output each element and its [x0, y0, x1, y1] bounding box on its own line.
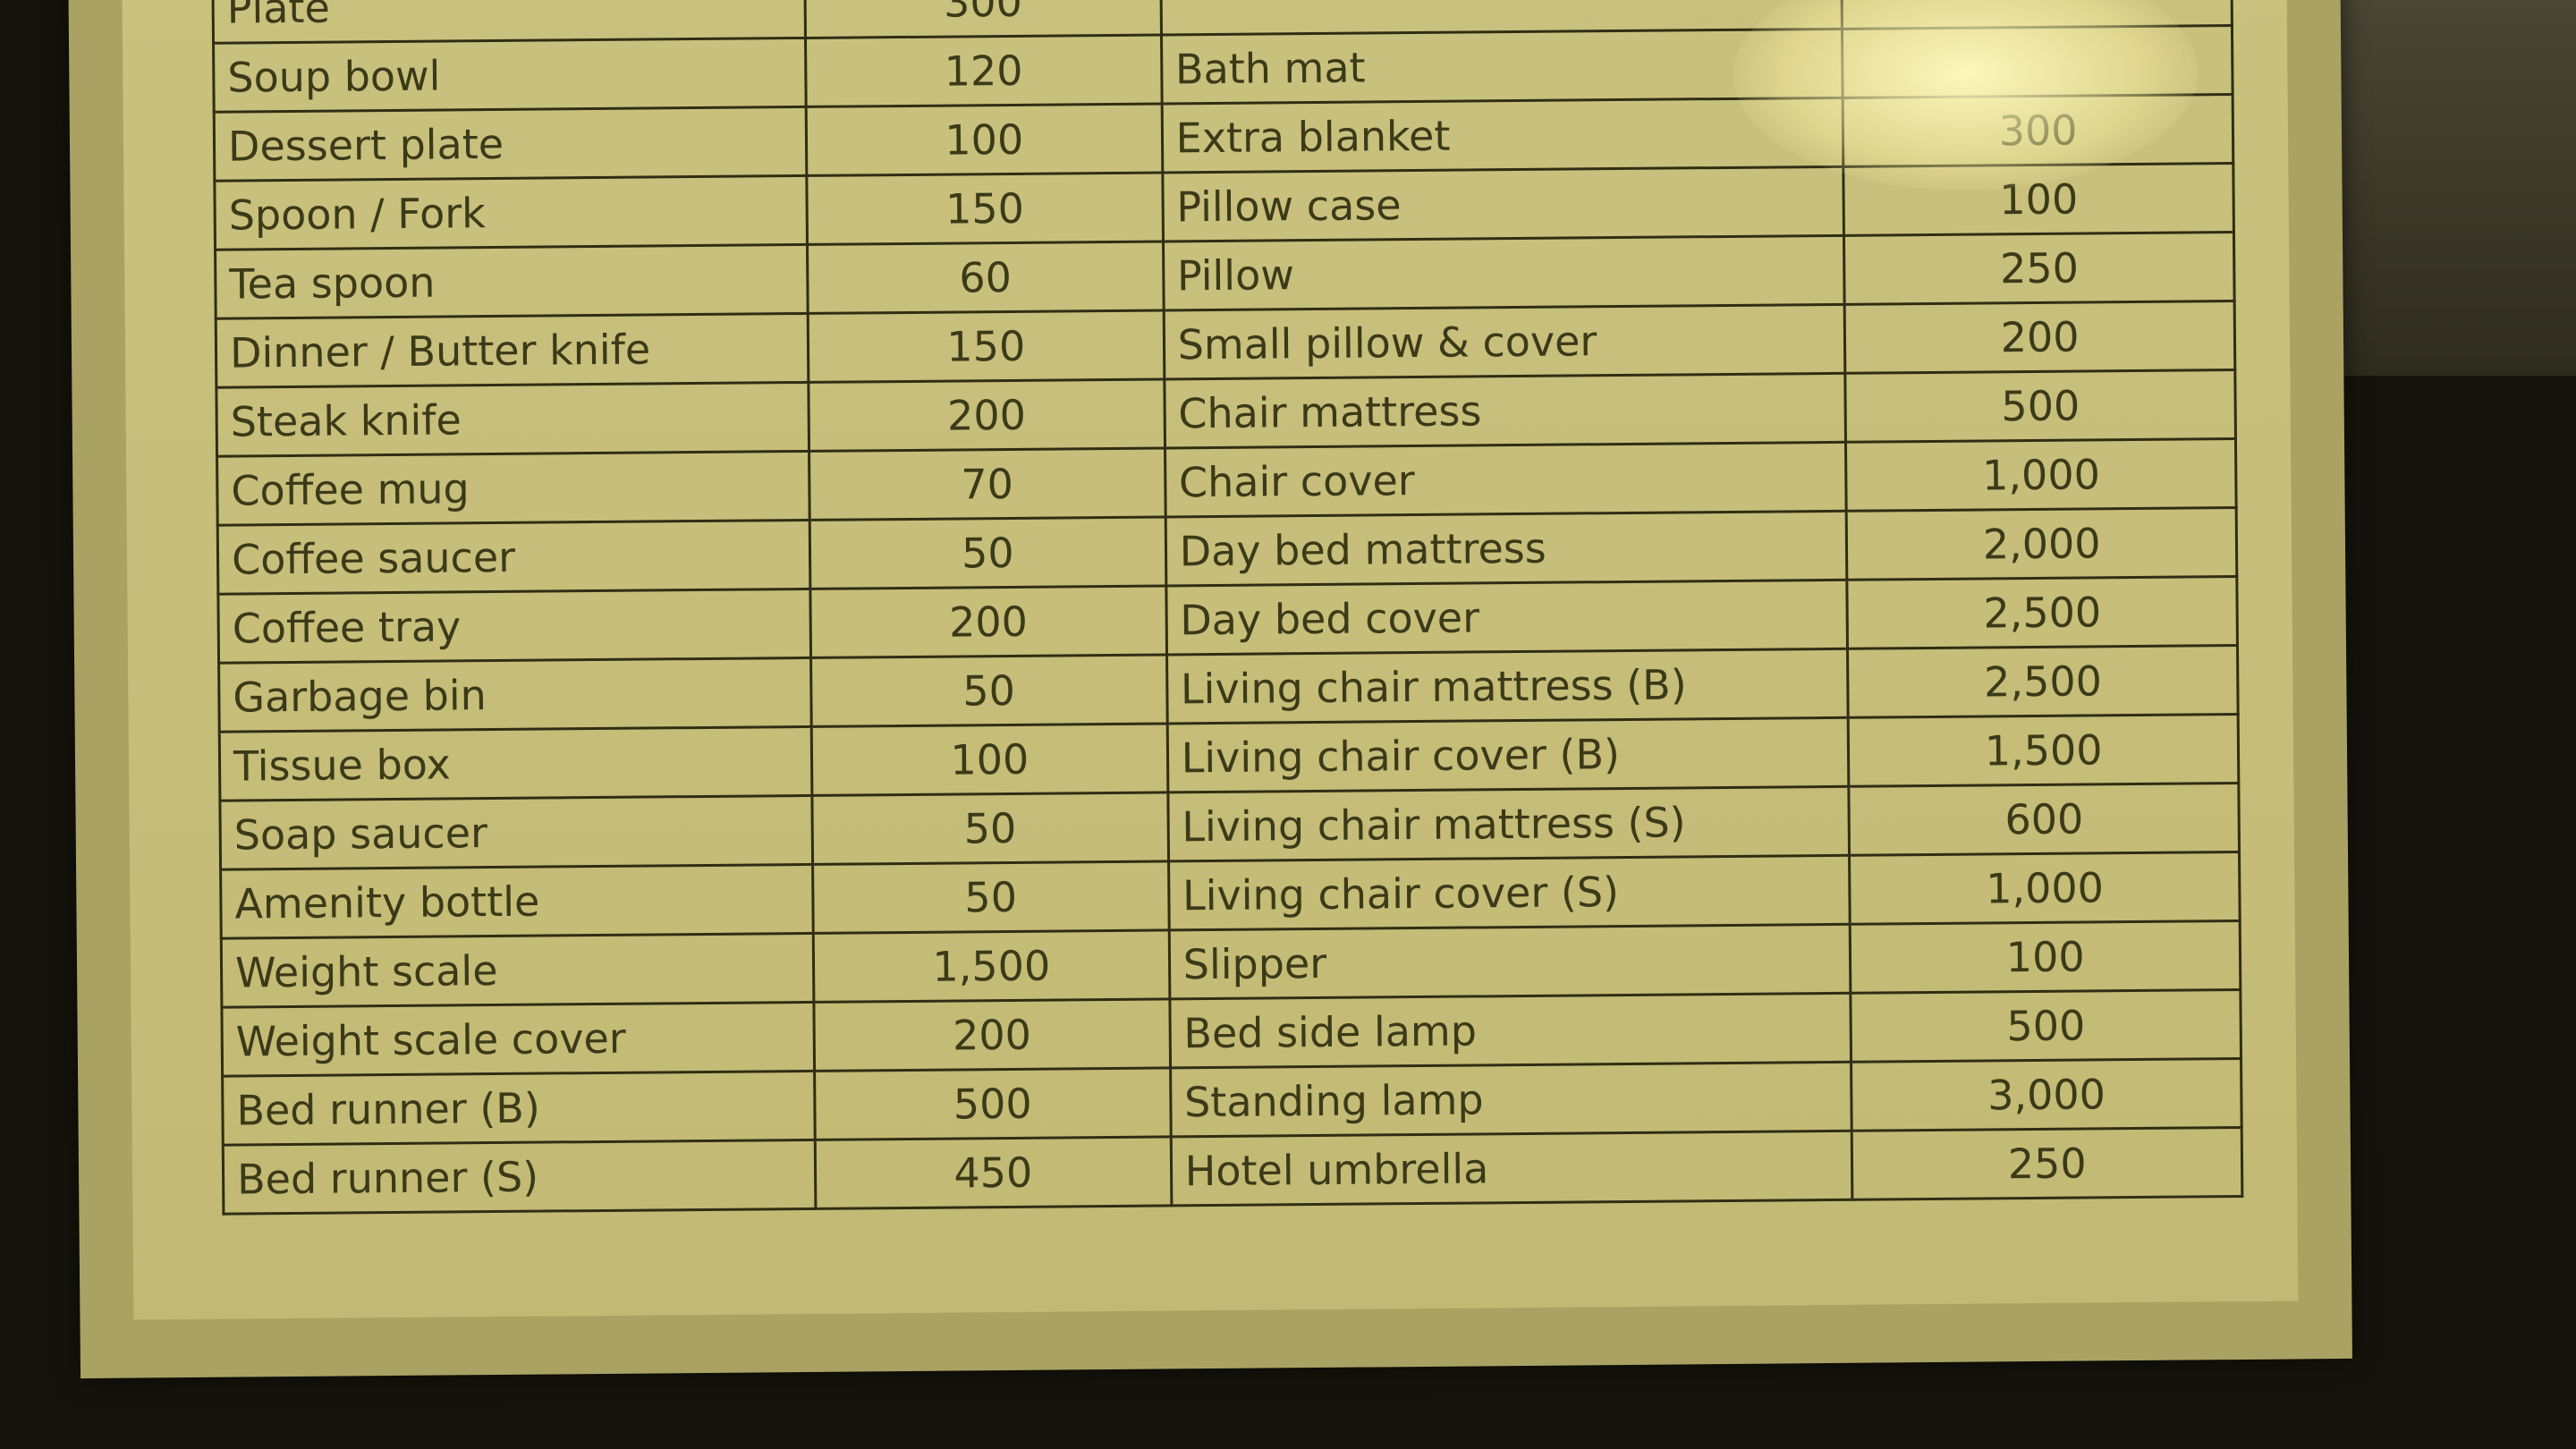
item-name: Day bed cover — [1165, 580, 1848, 655]
item-price: 120 — [805, 34, 1162, 107]
item-price: 250 — [1843, 232, 2235, 305]
item-price: 200 — [1844, 301, 2235, 374]
item-price: 100 — [806, 103, 1163, 176]
item-price: 600 — [1849, 783, 2240, 856]
item-price: 70 — [809, 447, 1165, 521]
item-price: 2,500 — [1847, 576, 2238, 649]
item-name: Bed runner (B) — [222, 1071, 816, 1146]
item-price: 1,000 — [1845, 438, 2237, 512]
item-price: 200 — [813, 998, 1171, 1072]
item-name: Pillow — [1163, 235, 1845, 310]
item-price: 250 — [1852, 1127, 2242, 1200]
item-name: Steak knife — [216, 382, 809, 457]
item-price: 100 — [1850, 920, 2241, 994]
item-name: Hotel umbrella — [1170, 1131, 1853, 1206]
item-name: Bed side lamp — [1169, 993, 1852, 1068]
item-price: 150 — [808, 309, 1165, 383]
item-name: Chair mattress — [1164, 373, 1846, 448]
item-name: Coffee mug — [216, 451, 810, 526]
item-price: 200 — [809, 585, 1167, 658]
item-price: 3,000 — [1851, 1058, 2242, 1131]
item-name: Living chair mattress (S) — [1167, 786, 1850, 861]
item-name: Tissue box — [219, 726, 812, 801]
price-list-paper: Plate 300 Soup bowl 120 Bath mat Dessert plat… — [122, 0, 2299, 1320]
item-name: Coffee tray — [217, 589, 811, 664]
item-name: Bed runner (S) — [223, 1140, 816, 1215]
item-price: 150 — [806, 172, 1164, 245]
item-price: 500 — [814, 1067, 1171, 1140]
item-price: 60 — [807, 241, 1164, 314]
item-name: Soup bowl — [213, 38, 807, 113]
item-name: Soap saucer — [219, 795, 813, 870]
item-name: Pillow case — [1162, 166, 1844, 242]
item-price: 450 — [815, 1136, 1172, 1209]
item-price: 200 — [808, 378, 1165, 452]
item-name: Garbage bin — [218, 657, 812, 733]
item-price: 2,500 — [1847, 645, 2239, 718]
item-name: Dinner / Butter knife — [216, 313, 809, 388]
item-name: Weight scale cover — [221, 1002, 815, 1077]
item-name: Extra blanket — [1161, 97, 1844, 173]
item-price: 100 — [811, 723, 1168, 796]
item-price: 1,500 — [1848, 714, 2239, 787]
item-name: Coffee saucer — [217, 520, 810, 595]
item-name: Amenity bottle — [220, 864, 814, 939]
item-price: 500 — [1845, 369, 2236, 443]
item-price: 1,500 — [813, 929, 1170, 1003]
item-name: Tea spoon — [215, 244, 809, 319]
item-price: 1,000 — [1849, 852, 2241, 925]
item-price: 50 — [810, 654, 1167, 727]
item-name: Standing lamp — [1170, 1062, 1852, 1137]
item-price: 50 — [811, 792, 1169, 865]
item-name: Slipper — [1168, 924, 1852, 999]
item-price: 50 — [809, 516, 1166, 589]
item-price: 300 — [804, 0, 1162, 38]
item-price: 50 — [812, 860, 1169, 934]
item-name: Living chair mattress (B) — [1166, 648, 1849, 724]
laminated-sheet: Plate 300 Soup bowl 120 Bath mat Dessert plat… — [68, 0, 2352, 1379]
item-name: Living chair cover (B) — [1166, 717, 1850, 792]
item-name: Living chair cover (S) — [1168, 855, 1851, 930]
item-name: Chair cover — [1165, 442, 1847, 517]
item-name: Day bed mattress — [1165, 511, 1848, 586]
item-price: 2,000 — [1846, 507, 2237, 580]
item-name: Spoon / Fork — [214, 175, 808, 250]
item-price: 500 — [1851, 989, 2241, 1063]
item-name: Dessert plate — [214, 106, 807, 182]
item-name: Weight scale — [221, 933, 814, 1008]
item-name: Plate — [212, 0, 806, 44]
item-name: Small pillow & cover — [1163, 304, 1846, 379]
